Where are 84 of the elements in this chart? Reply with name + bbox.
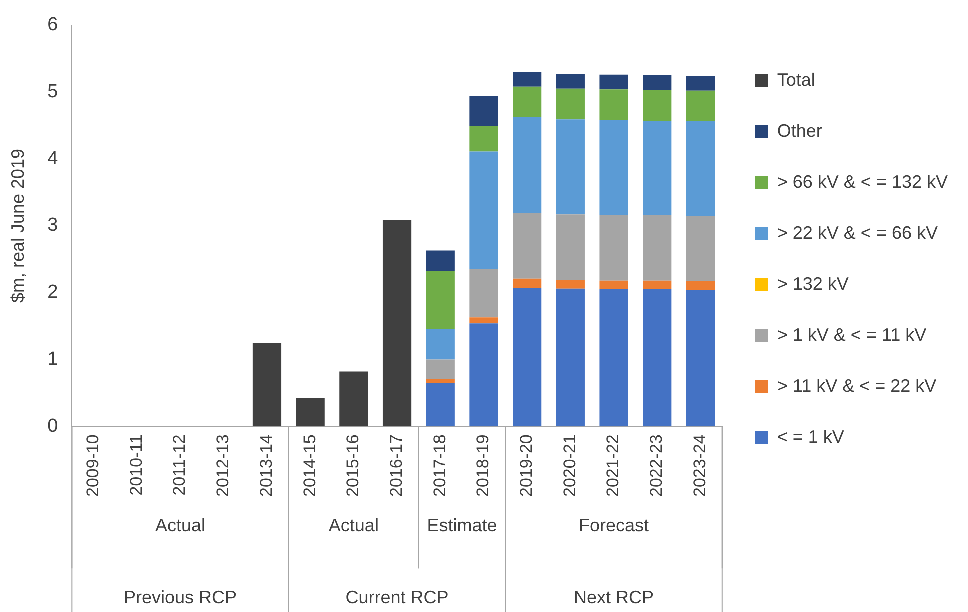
- legend-label: > 1 kV & < = 11 kV: [777, 324, 927, 345]
- bar: [556, 280, 585, 289]
- bar: [470, 152, 498, 270]
- bar: [600, 290, 628, 427]
- bar: [556, 288, 585, 427]
- bar: [470, 96, 498, 126]
- x-tick-label: 2021-22: [604, 434, 623, 497]
- y-tick-label: 2: [48, 282, 58, 304]
- bar: [426, 379, 455, 384]
- bar: [513, 288, 542, 427]
- x-tick-label: 2015-16: [344, 434, 363, 497]
- bar: [600, 74, 628, 90]
- x-tick-label: 2022-23: [647, 434, 666, 497]
- y-axis-title: $m, real June 2019: [8, 148, 28, 304]
- bar: [600, 120, 628, 216]
- x-tick-label: 2014-15: [300, 434, 320, 497]
- legend-label: Other: [777, 120, 822, 141]
- x-tick-label: 2019-20: [517, 434, 536, 497]
- text: Forecast: [579, 516, 650, 536]
- y-tick-label: 1: [48, 348, 58, 370]
- legend-label: > 132 kV: [777, 274, 849, 294]
- bar: [686, 121, 716, 216]
- x-tick-label: 2011-12: [170, 434, 190, 496]
- x-tick-label: 2013-14: [256, 434, 276, 497]
- bar: [643, 290, 672, 427]
- x-tick-label: 2017-18: [430, 434, 450, 497]
- x-tick-label: 2009-10: [84, 434, 103, 497]
- bar: [470, 126, 498, 152]
- legend-label: > 11 kV & < = 22 kV: [777, 376, 937, 396]
- bar: [470, 269, 498, 318]
- bar: [556, 74, 585, 89]
- bar: [643, 280, 672, 290]
- bar: [686, 76, 716, 91]
- bar: [513, 117, 542, 214]
- bar: [513, 213, 542, 279]
- bar: [686, 290, 716, 427]
- y-tick-label: 5: [48, 82, 58, 103]
- bar: [686, 216, 716, 282]
- bar: [556, 120, 585, 215]
- bar: [643, 215, 672, 281]
- y-tick-label: 4: [48, 148, 59, 170]
- bar: [382, 220, 412, 427]
- text: Actual: [156, 516, 206, 536]
- text: Current RCP: [346, 588, 449, 608]
- bar: [643, 121, 672, 216]
- bar: [600, 90, 628, 120]
- bar: [556, 214, 585, 280]
- bar: [470, 318, 498, 324]
- bar: [513, 86, 542, 118]
- x-tick-label: 2018-19: [474, 434, 493, 497]
- bar: [600, 215, 628, 281]
- bar: [426, 383, 455, 427]
- text: Actual: [328, 516, 379, 536]
- bar: [426, 360, 455, 380]
- text: Estimate: [427, 516, 498, 536]
- x-tick-label: 2016-17: [386, 434, 406, 497]
- bar: [513, 72, 542, 87]
- legend-label: > 22 kV & < = 66 kV: [777, 222, 938, 243]
- bar: [296, 398, 325, 427]
- x-tick-label: 2020-21: [560, 434, 580, 497]
- y-tick-label: 6: [48, 14, 58, 36]
- text: Next RCP: [574, 588, 654, 608]
- bar: [513, 278, 542, 288]
- bar: [556, 88, 585, 120]
- bar: [426, 328, 455, 360]
- bar: [600, 280, 628, 290]
- y-tick-label: 0: [48, 416, 58, 437]
- bar: [686, 282, 716, 290]
- bar: [426, 271, 455, 329]
- x-tick-label: 2012-13: [214, 434, 233, 497]
- bar: [643, 90, 672, 122]
- legend-label: > 66 kV & < = 132 kV: [777, 172, 948, 192]
- x-tick-label: 2010-11: [126, 434, 146, 496]
- bar: [426, 250, 455, 272]
- bar: [470, 324, 498, 427]
- bar: [252, 343, 282, 427]
- legend-label: < = 1 kV: [777, 426, 844, 447]
- text: Previous RCP: [124, 588, 238, 608]
- x-tick-label: 2023-24: [690, 434, 710, 497]
- bar: [686, 90, 716, 122]
- y-tick-label: 3: [48, 215, 58, 236]
- legend-label: Total: [777, 70, 816, 90]
- bar: [643, 76, 672, 90]
- bar: [340, 372, 368, 427]
